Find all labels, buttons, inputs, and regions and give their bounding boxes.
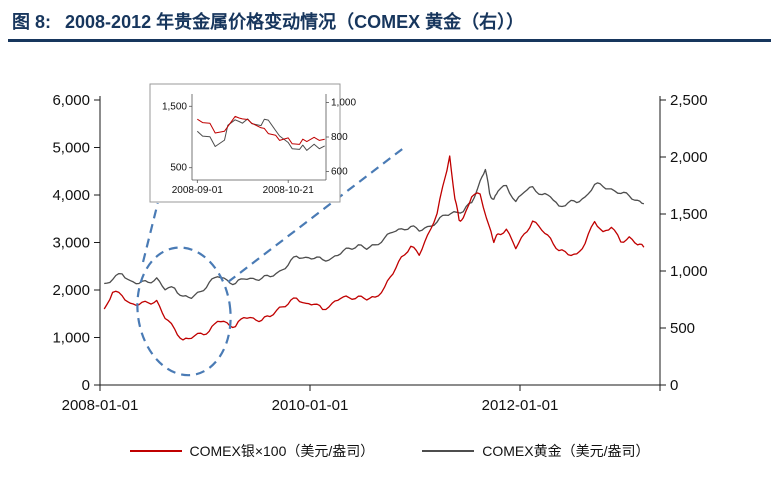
- left-axis-tick-label: 4,000: [52, 187, 90, 204]
- right-axis-tick-label: 500: [670, 320, 695, 337]
- inset-axes: [189, 94, 329, 183]
- left-axis-tick-label: 3,000: [52, 235, 90, 252]
- inset-x-tick-label: 2008-10-21: [263, 185, 315, 196]
- callout-line-1: [227, 148, 404, 283]
- series-line-gold: [104, 168, 645, 300]
- zoom-ellipse-annotation: [136, 246, 232, 377]
- left-axis-tick-label: 0: [82, 377, 90, 394]
- callout-line-0: [141, 202, 159, 263]
- left-axis-tick-label: 1,000: [52, 330, 90, 347]
- figure-caption: 2008-2012 年贵金属价格变动情况（COMEX 黄金（右））: [65, 12, 525, 32]
- left-axis-tick-label: 2,000: [52, 282, 90, 299]
- left-axis-tick-label: 6,000: [52, 92, 90, 109]
- main-axes: [94, 96, 666, 391]
- inset-left-tick-label: 1,500: [162, 101, 187, 112]
- inset-right-tick-label: 800: [331, 132, 348, 143]
- right-axis-tick-label: 2,500: [670, 92, 708, 109]
- series-line-silver: [103, 155, 645, 341]
- inset-box: [149, 83, 341, 203]
- inset-left-tick-label: 500: [170, 163, 187, 174]
- right-axis-tick-label: 1,000: [670, 263, 708, 280]
- main-axis-labels: 0 1,000 2,000 3,000 4,000 5,000 6,000 0 500 1,000…: [52, 92, 707, 414]
- inset-series-line-silver-inset: [197, 115, 325, 145]
- x-axis-tick-label: 2008-01-01: [62, 397, 139, 414]
- left-axis-tick-label: 5,000: [52, 140, 90, 157]
- x-axis-tick-label: 2012-01-01: [482, 397, 559, 414]
- legend-label-gold: COMEX黄金（美元/盎司）: [482, 443, 650, 459]
- right-axis-tick-label: 0: [670, 377, 678, 394]
- legend-item-gold: COMEX黄金（美元/盎司）: [422, 441, 650, 461]
- right-axis-tick-label: 2,000: [670, 149, 708, 166]
- right-axis-tick-label: 1,500: [670, 206, 708, 223]
- inset-right-tick-label: 600: [331, 166, 348, 177]
- title-divider: [8, 39, 771, 42]
- figure-number: 图 8:: [12, 12, 52, 32]
- inset-series-line-gold-inset: [196, 118, 325, 151]
- legend-item-silver: COMEX银×100（美元/盎司）: [129, 441, 375, 461]
- legend-label-silver: COMEX银×100（美元/盎司）: [189, 443, 375, 459]
- x-axis-tick-label: 2010-01-01: [272, 397, 349, 414]
- inset-axis-labels: 500 1,500 600 800 1,000 2008-09-01 2008-10-21: [162, 98, 356, 196]
- figure-title: 图 8: 2008-2012 年贵金属价格变动情况（COMEX 黄金（右））: [12, 8, 769, 34]
- zoom-annotations: [136, 148, 404, 377]
- inset-x-tick-label: 2008-09-01: [172, 185, 224, 196]
- legend: COMEX银×100（美元/盎司） COMEX黄金（美元/盎司）: [0, 441, 779, 461]
- legend-swatch-silver: [129, 450, 182, 452]
- inset-right-tick-label: 1,000: [331, 98, 356, 109]
- legend-swatch-gold: [422, 450, 475, 452]
